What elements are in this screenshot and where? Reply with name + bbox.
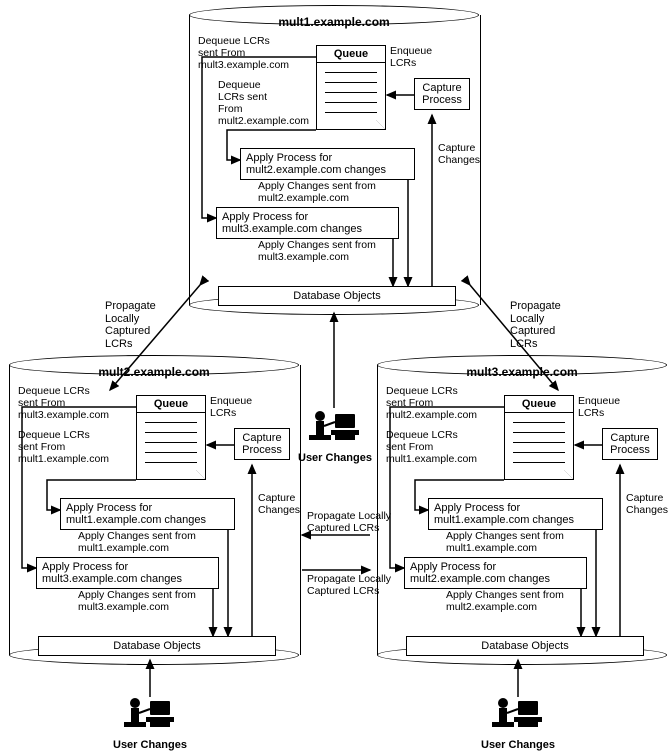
d3-db-objects: Database Objects xyxy=(406,636,644,656)
prop-d1-d3: Propagate Locally Captured LCRs xyxy=(510,300,561,351)
user-d3-label: User Changes xyxy=(473,739,563,751)
d3-apply-chg-a: Apply Changes sent from mult1.example.co… xyxy=(446,530,564,554)
user-d2: User Changes xyxy=(105,695,195,751)
d3-apply-b: Apply Process for mult2.example.com chan… xyxy=(404,557,587,589)
d2-queue: Queue xyxy=(136,395,206,480)
d1-deq-b: Dequeue LCRs sent From mult2.example.com xyxy=(218,79,314,127)
d2-capture-changes: Capture Changes xyxy=(258,492,300,516)
d2-enqueue: Enqueue LCRs xyxy=(210,395,252,419)
d3-capture-process: Capture Process xyxy=(602,428,658,460)
d1-apply-chg-a: Apply Changes sent from mult2.example.co… xyxy=(258,180,376,204)
d3-capture-changes: Capture Changes xyxy=(626,492,668,516)
d2-db-objects: Database Objects xyxy=(38,636,276,656)
d2-deq-b: Dequeue LCRs sent From mult1.example.com xyxy=(18,429,128,465)
d1-apply-b: Apply Process for mult3.example.com chan… xyxy=(216,207,399,239)
d1-queue-title: Queue xyxy=(317,46,385,63)
db3-title: mult3.example.com xyxy=(377,365,667,379)
d2-apply-a: Apply Process for mult1.example.com chan… xyxy=(60,498,235,530)
user-d1: User Changes xyxy=(290,408,380,464)
d1-enqueue: Enqueue LCRs xyxy=(390,45,432,69)
d3-apply-a: Apply Process for mult1.example.com chan… xyxy=(428,498,603,530)
d3-queue-title: Queue xyxy=(505,396,573,413)
d1-queue: Queue xyxy=(316,45,386,130)
d1-db-objects: Database Objects xyxy=(218,286,456,306)
d3-apply-chg-b: Apply Changes sent from mult2.example.co… xyxy=(446,589,564,613)
d2-apply-chg-b: Apply Changes sent from mult3.example.co… xyxy=(78,589,196,613)
d1-capture-changes: Capture Changes xyxy=(438,142,480,166)
d1-deq-a: Dequeue LCRs sent From mult3.example.com xyxy=(198,35,289,71)
prop-d2-d3: Propagate Locally Captured LCRs xyxy=(307,573,391,597)
d3-enqueue: Enqueue LCRs xyxy=(578,395,620,419)
prop-d1-d2: Propagate Locally Captured LCRs xyxy=(105,300,156,351)
d2-apply-chg-a: Apply Changes sent from mult1.example.co… xyxy=(78,530,196,554)
user-d3: User Changes xyxy=(473,695,563,751)
d2-queue-title: Queue xyxy=(137,396,205,413)
prop-d3-d2: Propagate Locally Captured LCRs xyxy=(307,510,391,534)
d2-apply-b: Apply Process for mult3.example.com chan… xyxy=(36,557,219,589)
d2-deq-a: Dequeue LCRs sent From mult3.example.com xyxy=(18,385,109,421)
user-d2-label: User Changes xyxy=(105,739,195,751)
d3-deq-a: Dequeue LCRs sent From mult2.example.com xyxy=(386,385,477,421)
d2-capture-process: Capture Process xyxy=(234,428,290,460)
db1-title: mult1.example.com xyxy=(189,15,479,29)
d1-apply-chg-b: Apply Changes sent from mult3.example.co… xyxy=(258,239,376,263)
d3-deq-b: Dequeue LCRs sent From mult1.example.com xyxy=(386,429,496,465)
db2-title: mult2.example.com xyxy=(9,365,299,379)
d3-queue: Queue xyxy=(504,395,574,480)
d1-apply-a: Apply Process for mult2.example.com chan… xyxy=(240,148,415,180)
user-d1-label: User Changes xyxy=(290,452,380,464)
d1-capture-process: Capture Process xyxy=(414,78,470,110)
